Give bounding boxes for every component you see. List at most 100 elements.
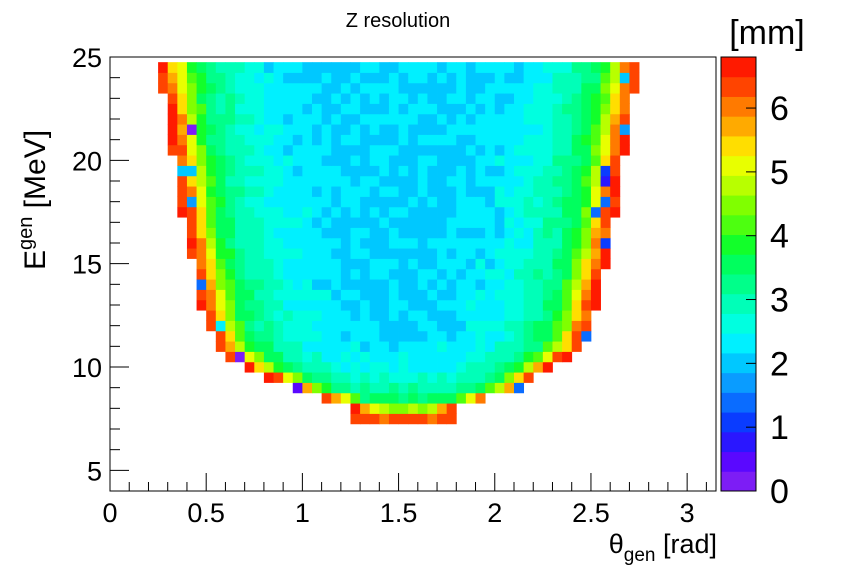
heatmap-cell	[552, 237, 563, 249]
color-scale-label: [mm]	[729, 14, 805, 52]
heatmap-cell	[514, 361, 525, 373]
heatmap-cell	[263, 351, 274, 363]
heatmap-cell	[177, 82, 188, 94]
heatmap-cell	[504, 299, 515, 311]
heatmap-cell	[619, 134, 630, 146]
heatmap-cell	[408, 93, 419, 104]
heatmap-cell	[331, 279, 342, 290]
heatmap-cell	[235, 227, 246, 239]
heatmap-cell	[408, 227, 419, 239]
heatmap-cell	[312, 289, 323, 301]
heatmap-cell	[533, 196, 544, 208]
heatmap-cell	[254, 93, 265, 104]
heatmap-cell	[379, 227, 390, 239]
heatmap-cell	[312, 206, 323, 218]
heatmap-cell	[629, 82, 640, 94]
heatmap-cell	[215, 72, 226, 84]
heatmap-cell	[427, 299, 438, 311]
heatmap-cell	[514, 237, 525, 249]
heatmap-cell	[437, 330, 448, 342]
heatmap-cell	[369, 310, 380, 321]
heatmap-cell	[494, 155, 505, 166]
heatmap-cell	[235, 186, 246, 197]
heatmap-cell	[321, 237, 332, 249]
heatmap-cell	[283, 351, 294, 363]
heatmap-cell	[446, 330, 457, 342]
heatmap-cell	[350, 93, 361, 104]
heatmap-cell	[398, 155, 409, 166]
heatmap-cell	[206, 196, 217, 208]
heatmap-cell	[504, 217, 515, 228]
plot-frame	[109, 56, 717, 492]
heatmap-cell	[465, 268, 476, 280]
heatmap-cell	[610, 72, 621, 84]
heatmap-cell	[273, 206, 284, 218]
heatmap-cell	[600, 62, 611, 73]
heatmap-cell	[533, 62, 544, 73]
heatmap-cell	[331, 372, 342, 383]
heatmap-cell	[465, 258, 476, 270]
heatmap-cell	[590, 144, 601, 156]
heatmap-cell	[456, 372, 467, 383]
heatmap-cell	[177, 134, 188, 146]
heatmap-cell	[369, 82, 380, 94]
heatmap-cell	[427, 227, 438, 239]
heatmap-cell	[465, 279, 476, 290]
heatmap-cell	[186, 237, 197, 249]
heatmap-cell	[514, 155, 525, 166]
heatmap-cell	[331, 144, 342, 156]
heatmap-cell	[514, 62, 525, 73]
heatmap-cell	[456, 320, 467, 332]
heatmap-cell	[571, 289, 582, 301]
heatmap-cell	[427, 82, 438, 94]
heatmap-cell	[283, 113, 294, 125]
heatmap-cell	[514, 165, 525, 177]
heatmap-cell	[494, 268, 505, 280]
heatmap-cell	[523, 175, 534, 187]
heatmap-cell	[494, 113, 505, 125]
heatmap-cell	[552, 310, 563, 321]
heatmap-cell	[360, 237, 371, 249]
heatmap-cell	[398, 134, 409, 146]
heatmap-cell	[331, 113, 342, 125]
heatmap-cell	[552, 155, 563, 166]
heatmap-cell	[552, 351, 563, 363]
heatmap-cell	[350, 237, 361, 249]
heatmap-cell	[504, 289, 515, 301]
heatmap-cell	[263, 361, 274, 373]
y-axis-label-superscript: gen	[15, 217, 37, 250]
heatmap-cell	[340, 144, 351, 156]
heatmap-cell	[533, 279, 544, 290]
y-tick-label: 5	[87, 456, 102, 486]
heatmap-cell	[321, 103, 332, 115]
heatmap-cell	[494, 93, 505, 104]
heatmap-cell	[331, 237, 342, 249]
heatmap-cell	[542, 361, 553, 373]
heatmap-cell	[504, 82, 515, 94]
heatmap-cell	[408, 62, 419, 73]
heatmap-cell	[350, 82, 361, 94]
heatmap-cell	[360, 144, 371, 156]
heatmap-cell	[485, 217, 496, 228]
heatmap-cell	[263, 320, 274, 332]
heatmap-cell	[340, 310, 351, 321]
heatmap-cell	[186, 134, 197, 146]
heatmap-cell	[321, 144, 332, 156]
heatmap-cell	[485, 103, 496, 115]
heatmap-cell	[610, 103, 621, 115]
heatmap-cell	[177, 72, 188, 84]
heatmap-cell	[302, 320, 313, 332]
heatmap-cell	[571, 320, 582, 332]
heatmap-cell	[456, 227, 467, 239]
heatmap-cell	[523, 289, 534, 301]
heatmap-cell	[417, 175, 428, 187]
heatmap-cell	[215, 217, 226, 228]
heatmap-cell	[254, 113, 265, 125]
heatmap-cell	[456, 289, 467, 301]
heatmap-cell	[186, 186, 197, 197]
heatmap-cell	[167, 72, 178, 84]
heatmap-cell	[446, 392, 457, 404]
heatmap-cell	[456, 144, 467, 156]
heatmap-cell	[427, 382, 438, 394]
heatmap-cell	[206, 227, 217, 239]
